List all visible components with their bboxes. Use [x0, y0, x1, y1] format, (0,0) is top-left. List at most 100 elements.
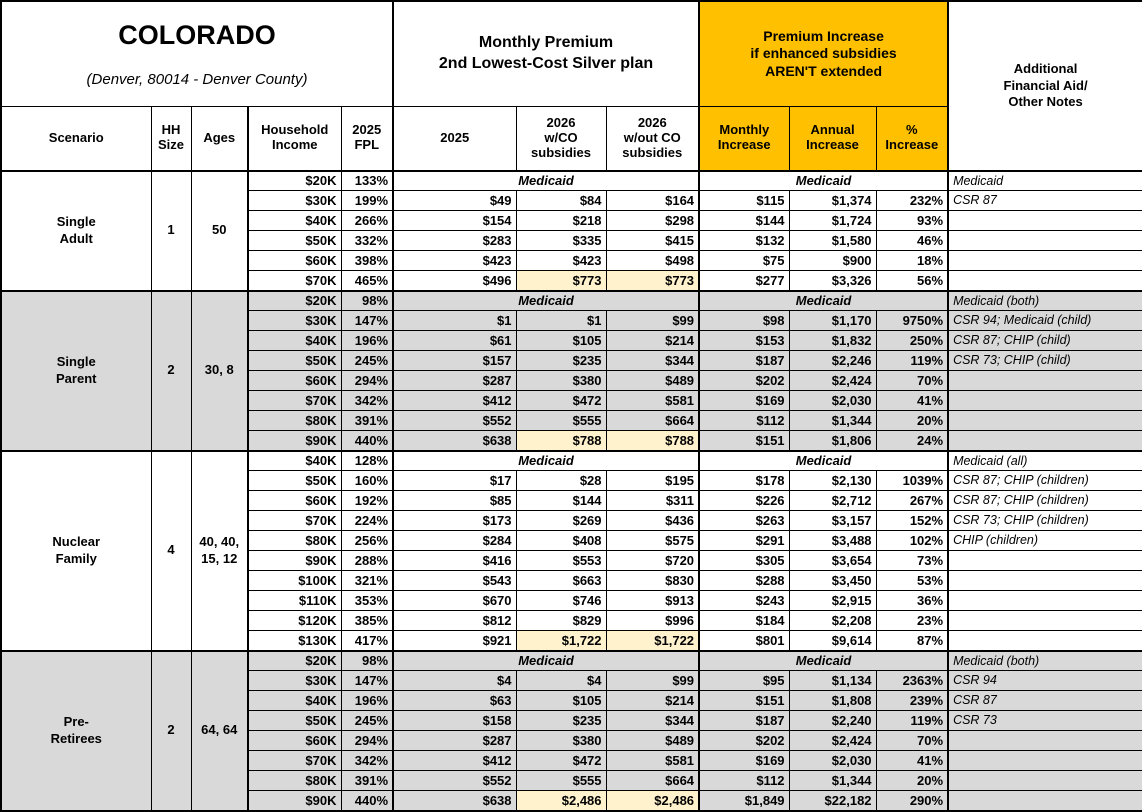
pct-increase-cell: 46%	[875, 230, 950, 252]
annual-increase-cell: $2,208	[788, 610, 877, 632]
annual-increase-cell: $2,240	[788, 710, 877, 732]
premium-2026-without-subsidies-cell: $298	[605, 210, 701, 232]
premium-2026-with-subsidies-cell: $144	[515, 490, 607, 512]
monthly-increase-cell: $151	[698, 430, 790, 452]
premium-2026-without-subsidies-cell: $214	[605, 330, 701, 352]
col-header-pct-increase: % Increase	[875, 106, 950, 172]
scenario-cell: Pre- Retirees	[0, 649, 152, 812]
fpl-cell: 98%	[340, 289, 395, 312]
medicaid-premium-cell: Medicaid	[392, 449, 701, 472]
household-income-cell: $90K	[247, 550, 342, 572]
household-income-cell: $120K	[247, 610, 342, 632]
page-subtitle: (Denver, 80014 - Denver County)	[86, 71, 308, 89]
annual-increase-cell: $9,614	[788, 630, 877, 652]
pct-increase-cell: 20%	[875, 410, 950, 432]
page-title: COLORADO	[118, 20, 276, 50]
annual-increase-cell: $1,374	[788, 190, 877, 212]
annual-increase-cell: $2,130	[788, 470, 877, 492]
fpl-cell: 288%	[340, 550, 395, 572]
table-row: $40K 196% $63 $105 $214 $151 $1,808 239% CSR 87	[1, 690, 1142, 712]
note-cell	[947, 610, 1142, 632]
note-cell: Medicaid (both)	[947, 649, 1142, 672]
premium-2026-without-subsidies-cell: $164	[605, 190, 701, 212]
medicaid-increase-cell: Medicaid	[698, 169, 950, 192]
premium-2026-with-subsidies-cell: $335	[515, 230, 607, 252]
note-cell: CSR 94	[947, 670, 1142, 692]
fpl-cell: 245%	[340, 710, 395, 732]
pct-increase-cell: 41%	[875, 750, 950, 772]
monthly-increase-cell: $226	[698, 490, 790, 512]
premium-2026-without-subsidies-cell: $996	[605, 610, 701, 632]
fpl-cell: 332%	[340, 230, 395, 252]
col-header-annual-increase: Annual Increase	[788, 106, 877, 172]
fpl-cell: 294%	[340, 730, 395, 752]
col-header-2026-without: 2026 w/out CO subsidies	[605, 106, 701, 172]
premium-2026-without-subsidies-cell: $581	[605, 750, 701, 772]
table-row: $70K 342% $412 $472 $581 $169 $2,030 41%	[1, 390, 1142, 412]
fpl-cell: 224%	[340, 510, 395, 532]
fpl-cell: 266%	[340, 210, 395, 232]
household-income-cell: $80K	[247, 770, 342, 792]
premium-2026-with-subsidies-cell: $2,486	[515, 790, 607, 812]
note-cell: CSR 87	[947, 690, 1142, 712]
note-cell	[947, 590, 1142, 612]
pct-increase-cell: 9750%	[875, 310, 950, 332]
fpl-cell: 256%	[340, 530, 395, 552]
premium-2025-cell: $157	[392, 350, 517, 372]
household-income-cell: $70K	[247, 510, 342, 532]
monthly-increase-cell: $112	[698, 770, 790, 792]
premium-2025-cell: $63	[392, 690, 517, 712]
table-row: Pre- Retirees 2 64, 64 $20K 98% Medicaid Medic…	[0, 649, 1142, 812]
household-income-cell: $100K	[247, 570, 342, 592]
table-row: $70K 342% $412 $472 $581 $169 $2,030 41%	[1, 750, 1142, 772]
table-row: $40K 196% $61 $105 $214 $153 $1,832 250% CSR 87;…	[1, 330, 1142, 352]
monthly-increase-cell: $288	[698, 570, 790, 592]
household-income-cell: $40K	[247, 690, 342, 712]
col-header-ages: Ages	[190, 106, 249, 172]
ages-cell: 50	[190, 169, 249, 292]
premium-2026-with-subsidies-cell: $218	[515, 210, 607, 232]
note-cell: CHIP (children)	[947, 530, 1142, 552]
table-row: $110K 353% $670 $746 $913 $243 $2,915 36%	[1, 590, 1142, 612]
medicaid-increase-cell: Medicaid	[698, 289, 950, 312]
premium-2025-cell: $412	[392, 390, 517, 412]
note-cell: CSR 73	[947, 710, 1142, 732]
scenario-cell: Nuclear Family	[0, 449, 152, 652]
fpl-cell: 147%	[340, 310, 395, 332]
premium-2025-cell: $4	[392, 670, 517, 692]
premium-2025-cell: $283	[392, 230, 517, 252]
note-cell	[947, 730, 1142, 752]
annual-increase-cell: $3,450	[788, 570, 877, 592]
household-income-cell: $50K	[247, 470, 342, 492]
col-header-scenario: Scenario	[0, 106, 152, 172]
note-cell: CSR 73; CHIP (children)	[947, 510, 1142, 532]
pct-increase-cell: 250%	[875, 330, 950, 352]
premium-2026-without-subsidies-cell: $720	[605, 550, 701, 572]
premium-2025-cell: $17	[392, 470, 517, 492]
premium-2026-with-subsidies-cell: $1,722	[515, 630, 607, 652]
table-row: $50K 245% $158 $235 $344 $187 $2,240 119% CSR 73	[1, 710, 1142, 732]
premium-2026-without-subsidies-cell: $773	[605, 270, 701, 292]
col-header-2025: 2025	[392, 106, 517, 172]
fpl-cell: 196%	[340, 330, 395, 352]
premium-2025-cell: $552	[392, 770, 517, 792]
table-row: Nuclear Family 4 40, 40, 15, 12 $40K 128% Med…	[0, 449, 1142, 652]
monthly-increase-cell: $95	[698, 670, 790, 692]
pct-increase-cell: 24%	[875, 430, 950, 452]
monthly-increase-cell: $153	[698, 330, 790, 352]
table-row: $100K 321% $543 $663 $830 $288 $3,450 53%	[1, 570, 1142, 592]
col-header-2026-with: 2026 w/CO subsidies	[515, 106, 607, 172]
household-income-cell: $60K	[247, 370, 342, 392]
fpl-cell: 391%	[340, 770, 395, 792]
monthly-increase-cell: $169	[698, 390, 790, 412]
notes-column-header: Additional Financial Aid/ Other Notes	[947, 0, 1142, 172]
premium-2026-with-subsidies-cell: $235	[515, 710, 607, 732]
premium-2026-with-subsidies-cell: $105	[515, 330, 607, 352]
premium-2025-cell: $287	[392, 730, 517, 752]
monthly-increase-cell: $243	[698, 590, 790, 612]
pct-increase-cell: 290%	[875, 790, 950, 812]
premium-2025-cell: $173	[392, 510, 517, 532]
household-income-cell: $70K	[247, 750, 342, 772]
